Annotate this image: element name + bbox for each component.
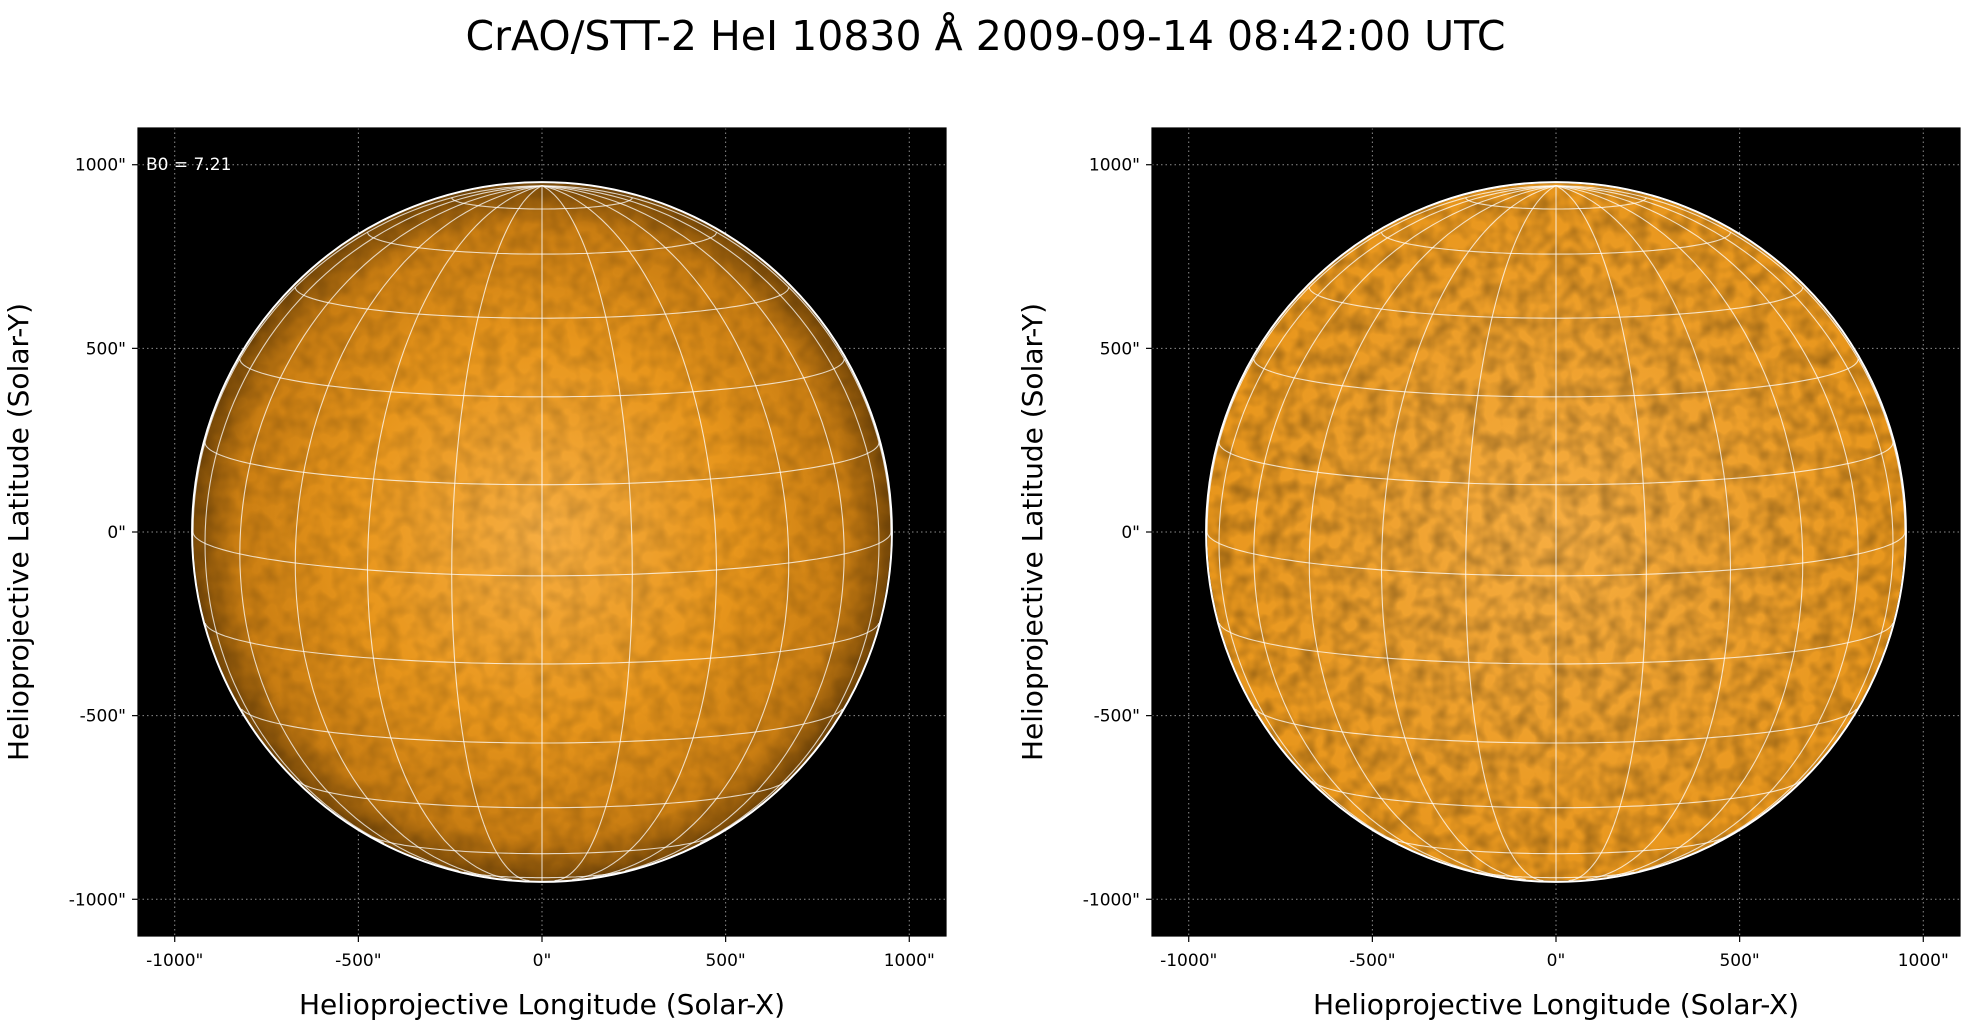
x-tick-label: -500"	[1349, 951, 1395, 971]
y-tick-label: -500"	[1094, 707, 1140, 727]
limb-outline-left	[191, 181, 893, 883]
heliographic-grid-line	[1555, 185, 1732, 881]
x-tick-labels-right: -1000" -500" 0" 500" 1000"	[1160, 936, 1949, 971]
axes-frame	[1151, 127, 1961, 937]
y-tick-label: 500"	[86, 339, 126, 359]
x-axis-label-right: Helioprojective Longitude (Solar-X)	[1313, 988, 1799, 1021]
solar-panel-left: B0 = 7.21 -1000" -500" 0" 500" 1000" 1000" 50…	[2, 127, 947, 1021]
x-tick-labels-left: -1000" -500" 0" 500" 1000"	[146, 936, 935, 971]
y-axis-label-left: Helioprojective Latitude (Solar-Y)	[2, 303, 35, 761]
b0-annotation: B0 = 7.21	[146, 155, 231, 175]
x-tick-label: -1000"	[1160, 951, 1217, 971]
y-tick-label: 0"	[1121, 523, 1140, 543]
heliographic-grid-line	[204, 185, 543, 844]
y-tick-label: 0"	[107, 523, 126, 543]
x-tick-label: 0"	[1547, 951, 1566, 971]
x-tick-label: 500"	[1719, 951, 1759, 971]
heliographic-grid-line	[366, 185, 543, 881]
heliographic-grid-line	[1555, 185, 1859, 872]
heliographic-grid-line	[541, 185, 845, 872]
heliographic-grid-line	[1380, 185, 1557, 881]
y-tick-label: 1000"	[1089, 156, 1140, 176]
limb-outline-right	[1205, 181, 1907, 883]
y-tick-label: 1000"	[75, 156, 126, 176]
x-tick-label: 0"	[533, 951, 552, 971]
x-tick-label: 1000"	[1898, 951, 1949, 971]
heliographic-grid-line	[1206, 185, 1557, 533]
x-tick-label: -500"	[335, 951, 381, 971]
heliographic-grid-line	[541, 185, 892, 533]
x-axis-label-left: Helioprojective Longitude (Solar-X)	[299, 988, 785, 1021]
solar-panel-right: -1000" -500" 0" 500" 1000" 1000"500"0"-500"-…	[1016, 127, 1961, 1021]
y-tick-label: -1000"	[1083, 890, 1140, 910]
y-tick-label: 500"	[1100, 339, 1140, 359]
heliographic-grid-line	[1253, 185, 1557, 872]
heliographic-grid-line	[1555, 185, 1894, 844]
heliographic-grid-line	[1555, 185, 1647, 882]
heliographic-grid-line	[1218, 185, 1557, 844]
x-tick-label: 500"	[705, 951, 745, 971]
heliographic-grid-line	[1555, 185, 1906, 533]
axes-frame	[137, 127, 947, 937]
heliographic-grid-line	[541, 185, 880, 844]
y-tick-label: -500"	[80, 707, 126, 727]
heliographic-grid-right	[1206, 185, 1906, 882]
heliographic-grid-line	[541, 185, 790, 878]
heliographic-grid-line	[451, 185, 543, 882]
y-axis-label-right: Helioprojective Latitude (Solar-Y)	[1016, 303, 1049, 761]
heliographic-grid-line	[294, 185, 543, 878]
y-tick-labels-right: 1000" 500" 0" -500" -1000"	[1083, 156, 1152, 910]
heliographic-grid-line	[1555, 185, 1804, 878]
heliographic-grid-line	[541, 185, 633, 882]
x-tick-label: 1000"	[884, 951, 935, 971]
heliographic-grid-line	[192, 185, 543, 533]
heliographic-grid-left	[192, 185, 892, 882]
y-tick-labels-left: 1000" 500" 0" -500" -1000"	[69, 156, 138, 910]
heliographic-grid-line	[1308, 185, 1557, 878]
heliographic-grid-line	[239, 185, 543, 872]
heliographic-grid-line	[541, 185, 718, 881]
y-tick-label: -1000"	[69, 890, 126, 910]
heliographic-grid-line	[1465, 185, 1557, 882]
x-tick-label: -1000"	[146, 951, 203, 971]
figure-title: CrAO/STT-2 HeI 10830 Å 2009-09-14 08:42:…	[465, 12, 1506, 60]
